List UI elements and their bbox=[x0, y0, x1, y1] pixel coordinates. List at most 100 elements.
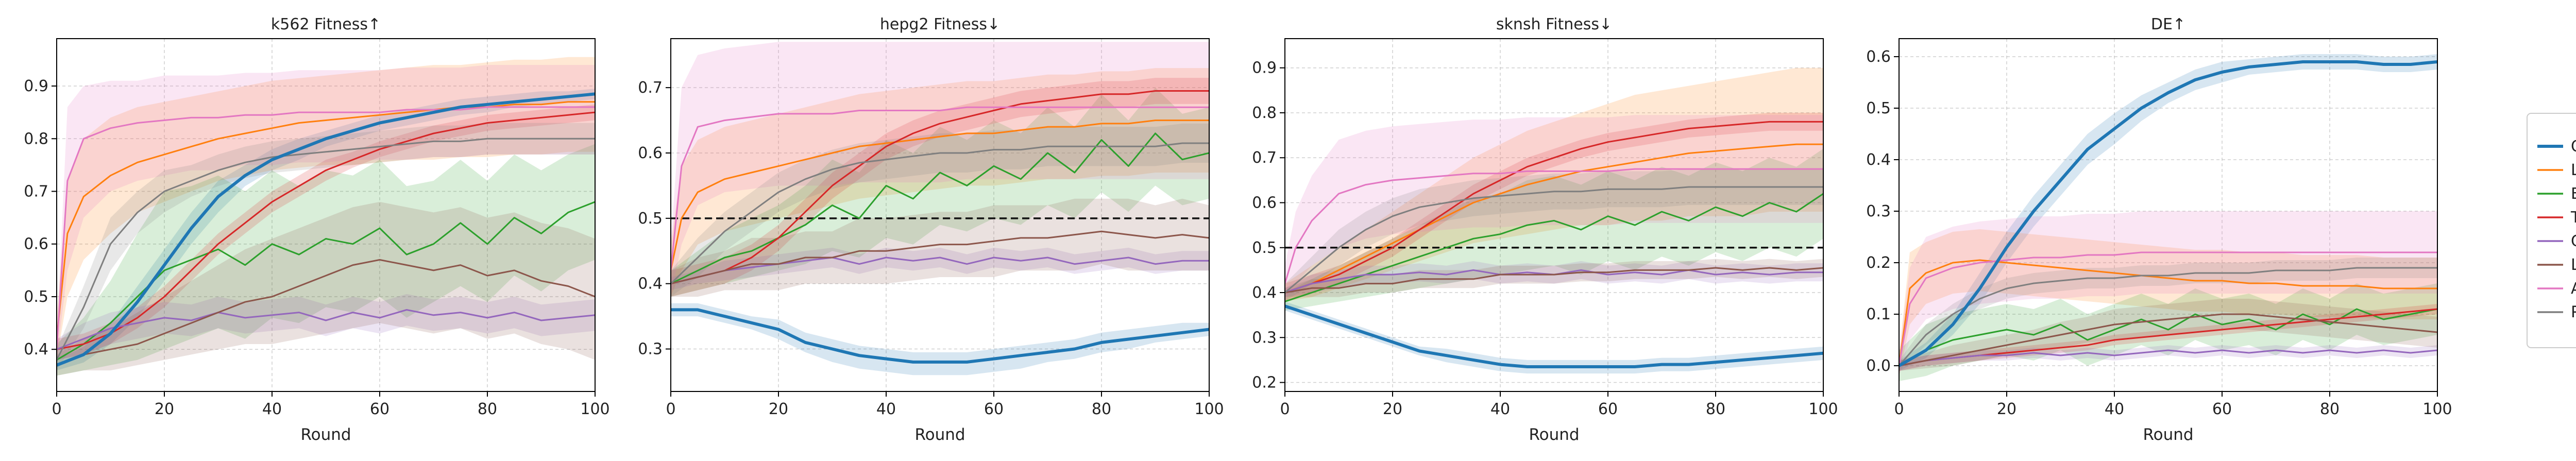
x-axis-label: Round bbox=[1529, 425, 1579, 444]
series-line-bo bbox=[671, 132, 1209, 285]
y-tick-label: 0.7 bbox=[1252, 149, 1277, 167]
y-tick-label: 0.2 bbox=[1866, 254, 1891, 272]
y-tick-label: 0.5 bbox=[1866, 99, 1891, 117]
series-line-ours bbox=[671, 308, 1209, 364]
y-tick-label: 0.5 bbox=[638, 210, 663, 228]
legend-label: Lag PPO bbox=[2571, 256, 2576, 274]
y-tick-label: 0.6 bbox=[1252, 194, 1277, 212]
band-pex bbox=[57, 123, 595, 371]
x-tick-label: 20 bbox=[1997, 400, 2016, 418]
series-line-taco bbox=[671, 90, 1209, 285]
legend-entry-lag-ppo: Lag PPO bbox=[2537, 256, 2576, 274]
chart-panel-3: 0 20 40 60 80 100 0.2 0.3 0.4 0.5 0.6 0.7 0.8 0.9 skns… bbox=[1252, 15, 1838, 444]
series-line-ours bbox=[57, 92, 595, 367]
y-tick-label: 0.3 bbox=[1252, 329, 1277, 347]
y-tick-label: 0.5 bbox=[24, 288, 48, 306]
plot-area bbox=[1899, 54, 2437, 381]
x-tick-label: 40 bbox=[262, 400, 282, 418]
band-pex bbox=[1899, 258, 2437, 371]
y-tick-label: 0.4 bbox=[1866, 151, 1891, 169]
x-axis-label: Round bbox=[2143, 425, 2193, 444]
series-line-bo bbox=[1285, 193, 1823, 302]
x-tick-label: 80 bbox=[478, 400, 497, 418]
legend-entry-taco: TACO bbox=[2537, 209, 2576, 227]
y-tick-label: 0.6 bbox=[638, 144, 663, 162]
x-tick-label: 100 bbox=[2422, 400, 2452, 418]
band-taco bbox=[1285, 113, 1823, 302]
x-tick-label: 80 bbox=[1092, 400, 1111, 418]
chart-title: DE↑ bbox=[2151, 15, 2185, 33]
plot-area bbox=[671, 42, 1209, 375]
axes-frame bbox=[1899, 38, 2438, 392]
band-log-barrier bbox=[671, 68, 1209, 297]
series-line-adalead bbox=[671, 106, 1209, 271]
x-tick-label: 20 bbox=[1383, 400, 1402, 418]
chart-title: sknsh Fitness↓ bbox=[1496, 15, 1612, 33]
band-ours bbox=[671, 303, 1209, 375]
y-tick-label: 0.6 bbox=[24, 235, 48, 253]
series-line-lag-ppo bbox=[1285, 267, 1823, 294]
legend: k562 OursLog BarrierBOTACOCMA-ESLag PPOA… bbox=[2527, 113, 2576, 348]
y-tick-label: 0.4 bbox=[1252, 284, 1277, 302]
series-line-cma-es bbox=[671, 257, 1209, 285]
y-tick-label: 0.7 bbox=[638, 79, 663, 97]
x-tick-label: 80 bbox=[2320, 400, 2340, 418]
band-bo bbox=[57, 144, 595, 376]
x-axis-label: Round bbox=[300, 425, 351, 444]
x-axis-label: Round bbox=[914, 425, 965, 444]
y-tick-label: 0.9 bbox=[1252, 59, 1277, 77]
band-cma-es bbox=[1899, 345, 2437, 371]
series-line-lag-ppo bbox=[671, 230, 1209, 285]
band-log-barrier bbox=[57, 57, 595, 360]
x-tick-label: 20 bbox=[155, 400, 174, 418]
legend-entry-log-barrier: Log Barrier bbox=[2537, 161, 2576, 179]
series-line-pex bbox=[1285, 186, 1823, 294]
x-tick-label: 20 bbox=[769, 400, 788, 418]
band-pex bbox=[671, 123, 1209, 297]
y-tick-label: 0.3 bbox=[1866, 202, 1891, 220]
x-tick-label: 100 bbox=[1194, 400, 1224, 418]
x-tick-label: 100 bbox=[580, 400, 609, 418]
series-line-cma-es bbox=[57, 309, 595, 350]
band-ours bbox=[57, 89, 595, 371]
band-bo bbox=[1899, 283, 2437, 381]
x-tick-label: 40 bbox=[2105, 400, 2124, 418]
x-tick-label: 40 bbox=[876, 400, 896, 418]
y-tick-label: 0.3 bbox=[638, 340, 663, 358]
legend-label: BO bbox=[2571, 185, 2576, 203]
axes-frame bbox=[1284, 38, 1824, 392]
legend-label: AdaLead bbox=[2571, 280, 2576, 298]
band-bo bbox=[671, 88, 1209, 297]
y-tick-label: 0.4 bbox=[638, 275, 663, 293]
x-tick-label: 0 bbox=[1894, 400, 1904, 418]
x-tick-label: 60 bbox=[2212, 400, 2232, 418]
band-ours bbox=[1285, 301, 1823, 374]
legend-entry-pex: PEX bbox=[2537, 303, 2576, 321]
series-line-lag-ppo bbox=[57, 259, 595, 366]
series-line-adalead bbox=[1285, 168, 1823, 284]
y-tick-label: 0.0 bbox=[1866, 357, 1891, 375]
series-line-adalead bbox=[1899, 251, 2437, 366]
y-tick-label: 0.6 bbox=[1866, 48, 1891, 66]
y-tick-label: 0.1 bbox=[1866, 305, 1891, 323]
series-line-log-barrier bbox=[1285, 143, 1823, 294]
series-line-taco bbox=[1899, 308, 2437, 367]
x-tick-label: 0 bbox=[1280, 400, 1290, 418]
series-line-taco bbox=[1285, 121, 1823, 294]
legend-label: Ours bbox=[2571, 138, 2576, 156]
legend-label: PEX bbox=[2571, 303, 2576, 321]
series-line-bo bbox=[1899, 308, 2437, 367]
band-lag-ppo bbox=[57, 201, 595, 376]
y-tick-label: 0.5 bbox=[1252, 239, 1277, 257]
legend-entry-cma-es: CMA-ES bbox=[2537, 232, 2576, 250]
legend-entry-ours: Ours bbox=[2537, 138, 2576, 156]
band-bo bbox=[1285, 148, 1823, 311]
chart-title: k562 Fitness↑ bbox=[271, 15, 381, 33]
plot-area bbox=[57, 57, 595, 376]
series-line-cma-es bbox=[1899, 349, 2437, 367]
chart-panel-4: 0 20 40 60 80 100 0.0 0.1 0.2 0.3 0.4 0.5 0.6 DE↑ Roun… bbox=[1866, 15, 2452, 444]
band-adalead bbox=[671, 42, 1209, 297]
chart-title: hepg2 Fitness↓ bbox=[880, 15, 1000, 33]
x-tick-label: 0 bbox=[666, 400, 675, 418]
